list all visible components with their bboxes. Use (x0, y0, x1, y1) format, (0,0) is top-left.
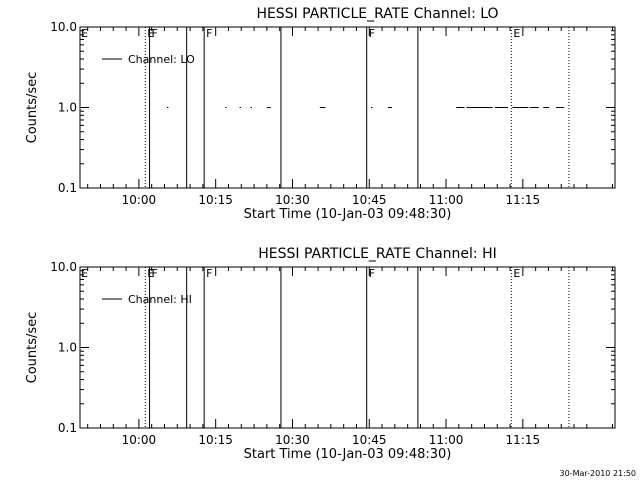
y-tick-label-2: 10.0 (50, 260, 77, 274)
y-tick-label-0: 0.1 (58, 181, 77, 195)
y-axis-label: Counts/sec (25, 72, 40, 144)
x-tick-label-1: 10:15 (198, 193, 233, 207)
legend-entry: Channel: LO (128, 53, 195, 66)
x-tick-label-4: 11:00 (429, 193, 464, 207)
footer-timestamp: 30-Mar-2010 21:50 (560, 469, 637, 478)
x-tick-label-4: 11:00 (429, 433, 464, 447)
x-tick-label-3: 10:45 (352, 433, 387, 447)
chart-title: HESSI PARTICLE_RATE Channel: HI (258, 246, 496, 262)
event-label-0: E (147, 267, 154, 280)
legend-entry: Channel: HI (128, 293, 192, 306)
event-label-1: F (152, 27, 158, 40)
event-label-3: F (206, 267, 212, 280)
chart-title: HESSI PARTICLE_RATE Channel: LO (256, 6, 498, 22)
event-label-5: F (369, 267, 375, 280)
x-tick-label-2: 10:30 (275, 193, 310, 207)
x-tick-label-3: 10:45 (352, 193, 387, 207)
event-label-0: E (147, 27, 154, 40)
event-label-7: E (513, 27, 520, 40)
x-tick-label-0: 10:00 (122, 193, 157, 207)
x-tick-label-1: 10:15 (198, 433, 233, 447)
x-tick-label-2: 10:30 (275, 433, 310, 447)
left-edge-label: E (81, 27, 88, 40)
event-label-5: F (369, 27, 375, 40)
x-tick-label-0: 10:00 (122, 433, 157, 447)
event-label-3: F (206, 27, 212, 40)
plot-frame (79, 266, 616, 429)
x-axis-label: Start Time (10-Jan-03 09:48:30) (244, 207, 452, 222)
left-edge-label: E (81, 267, 88, 280)
y-tick-label-2: 10.0 (50, 20, 77, 34)
y-tick-label-1: 1.0 (58, 101, 77, 115)
x-axis-label: Start Time (10-Jan-03 09:48:30) (244, 447, 452, 462)
event-label-7: E (513, 267, 520, 280)
x-tick-label-5: 11:15 (506, 193, 541, 207)
x-tick-label-5: 11:15 (506, 433, 541, 447)
y-tick-label-1: 1.0 (58, 341, 77, 355)
event-label-1: F (152, 267, 158, 280)
y-axis-label: Counts/sec (25, 312, 40, 384)
y-tick-label-0: 0.1 (58, 421, 77, 435)
